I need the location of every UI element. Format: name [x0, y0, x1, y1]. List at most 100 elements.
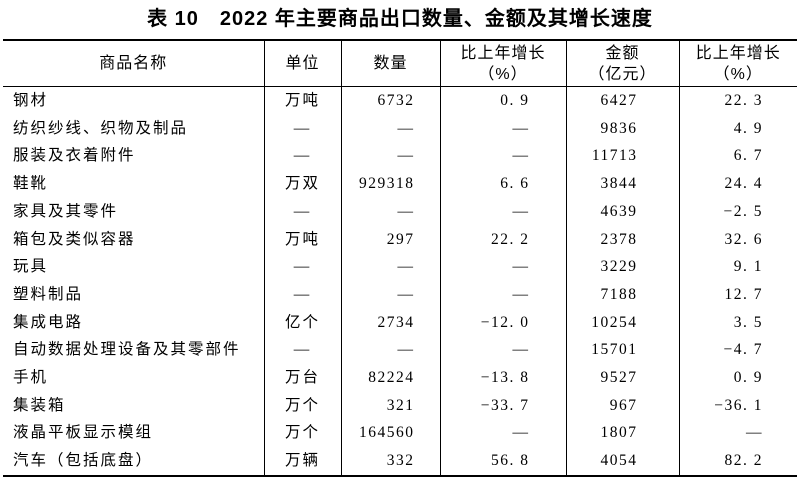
- cell-quantity-growth: −12. 0: [439, 308, 566, 337]
- cell-unit: —: [263, 114, 341, 143]
- cell-quantity-growth: —: [439, 197, 566, 226]
- cell-quantity-growth: −33. 7: [439, 391, 566, 420]
- cell-unit: 万辆: [263, 447, 341, 476]
- cell-amount: 10254: [565, 308, 679, 337]
- cell-unit: —: [263, 280, 341, 309]
- cell-quantity-growth: —: [439, 114, 566, 143]
- cell-quantity-growth: —: [439, 419, 566, 448]
- cell-unit: —: [263, 197, 341, 226]
- cell-unit: —: [263, 336, 341, 365]
- cell-quantity-growth: 0. 9: [439, 86, 566, 115]
- cell-quantity: 929318: [340, 170, 440, 198]
- table-row: 自动数据处理设备及其零部件 — — — 15701 −4. 7: [3, 336, 797, 365]
- table-row: 塑料制品 — — — 7188 12. 7: [3, 280, 797, 309]
- cell-quantity: 297: [340, 225, 440, 254]
- cell-quantity-growth: 22. 2: [439, 225, 566, 254]
- cell-amount: 7188: [565, 280, 679, 309]
- header-commodity-name: 商品名称: [3, 40, 264, 87]
- header-row: 商品名称 单位 数量 比上年增长 （%） 金额 （亿元） 比上年增长 （%）: [3, 40, 797, 87]
- cell-quantity-growth: —: [439, 280, 566, 309]
- cell-amount-growth: 32. 6: [678, 225, 797, 254]
- header-unit: 单位: [263, 40, 341, 87]
- cell-quantity: —: [340, 114, 440, 143]
- cell-quantity: —: [340, 280, 440, 309]
- cell-quantity: 6732: [340, 86, 440, 115]
- cell-quantity-growth: —: [439, 142, 566, 171]
- table-row: 集装箱 万个 321 −33. 7 967 −36. 1: [3, 391, 797, 420]
- table-row: 家具及其零件 — — — 4639 −2. 5: [3, 197, 797, 226]
- cell-unit: 万台: [263, 364, 341, 392]
- cell-unit: 万个: [263, 419, 341, 448]
- header-amount-growth: 比上年增长 （%）: [678, 40, 797, 87]
- table-row: 集成电路 亿个 2734 −12. 0 10254 3. 5: [3, 308, 797, 337]
- cell-commodity-name: 自动数据处理设备及其零部件: [13, 341, 241, 359]
- cell-amount-growth: 6. 7: [678, 142, 797, 171]
- cell-amount-growth: 3. 5: [678, 308, 797, 337]
- cell-amount-growth: 12. 7: [678, 280, 797, 309]
- cell-quantity-growth: 56. 8: [439, 447, 566, 476]
- cell-amount: 4054: [565, 447, 679, 476]
- cell-commodity-name: 纺织纱线、织物及制品: [13, 119, 189, 137]
- header-quantity: 数量: [340, 40, 440, 87]
- header-amount: 金额 （亿元）: [565, 40, 679, 87]
- cell-unit: —: [263, 253, 341, 281]
- table-row: 液晶平板显示模组 万个 164560 — 1807 —: [3, 419, 797, 448]
- cell-amount: 6427: [565, 86, 679, 115]
- cell-amount-growth: −36. 1: [678, 391, 797, 420]
- cell-amount-growth: 9. 1: [678, 253, 797, 281]
- table-title: 表 10 2022 年主要商品出口数量、金额及其增长速度: [147, 8, 653, 30]
- table-row: 服装及衣着附件 — — — 11713 6. 7: [3, 142, 797, 171]
- cell-amount-growth: 4. 9: [678, 114, 797, 143]
- header-quantity-growth: 比上年增长 （%）: [439, 40, 566, 87]
- cell-unit: 万吨: [263, 225, 341, 254]
- cell-amount: 15701: [565, 336, 679, 365]
- table-row: 手机 万台 82224 −13. 8 9527 0. 9: [3, 364, 797, 392]
- table-row: 鞋靴 万双 929318 6. 6 3844 24. 4: [3, 170, 797, 198]
- cell-amount-growth: 24. 4: [678, 170, 797, 198]
- cell-unit: 万个: [263, 391, 341, 420]
- cell-quantity: —: [340, 253, 440, 281]
- cell-commodity-name: 集成电路: [13, 313, 84, 331]
- cell-amount: 9527: [565, 364, 679, 392]
- cell-amount: 11713: [565, 142, 679, 171]
- cell-quantity-growth: −13. 8: [439, 364, 566, 392]
- cell-commodity-name: 汽车（包括底盘）: [13, 452, 154, 470]
- cell-unit: 万双: [263, 170, 341, 198]
- cell-quantity: 2734: [340, 308, 440, 337]
- cell-unit: —: [263, 142, 341, 171]
- cell-commodity-name: 鞋靴: [13, 175, 49, 193]
- cell-amount: 3844: [565, 170, 679, 198]
- cell-amount-growth: 0. 9: [678, 364, 797, 392]
- cell-commodity-name: 塑料制品: [13, 285, 84, 303]
- cell-commodity-name: 手机: [13, 369, 49, 387]
- cell-quantity-growth: —: [439, 336, 566, 365]
- table-row: 玩具 — — — 3229 9. 1: [3, 253, 797, 281]
- cell-amount: 3229: [565, 253, 679, 281]
- cell-quantity: —: [340, 197, 440, 226]
- table-row: 钢材 万吨 6732 0. 9 6427 22. 3: [3, 86, 797, 115]
- cell-quantity: 164560: [340, 419, 440, 448]
- cell-unit: 亿个: [263, 308, 341, 337]
- cell-commodity-name: 集装箱: [13, 396, 66, 414]
- export-commodity-table: 商品名称 单位 数量 比上年增长 （%） 金额 （亿元） 比上年增长 （%） 钢材 万…: [3, 39, 797, 477]
- cell-amount: 9836: [565, 114, 679, 143]
- table-header: 商品名称 单位 数量 比上年增长 （%） 金额 （亿元） 比上年增长 （%）: [3, 40, 797, 87]
- cell-amount-growth: −2. 5: [678, 197, 797, 226]
- cell-quantity-growth: —: [439, 253, 566, 281]
- cell-amount-growth: —: [678, 419, 797, 448]
- cell-amount-growth: 82. 2: [678, 447, 797, 476]
- cell-amount-growth: 22. 3: [678, 86, 797, 115]
- cell-commodity-name: 钢材: [13, 92, 49, 109]
- cell-amount-growth: −4. 7: [678, 336, 797, 365]
- cell-commodity-name: 服装及衣着附件: [13, 147, 136, 165]
- cell-quantity: —: [340, 142, 440, 171]
- table-body: 钢材 万吨 6732 0. 9 6427 22. 3 纺织纱线、织物及制品 — …: [3, 86, 797, 476]
- cell-amount: 4639: [565, 197, 679, 226]
- cell-amount: 2378: [565, 225, 679, 254]
- cell-commodity-name: 家具及其零件: [13, 202, 119, 220]
- cell-quantity-growth: 6. 6: [439, 170, 566, 198]
- cell-amount: 967: [565, 391, 679, 420]
- cell-quantity: —: [340, 336, 440, 365]
- cell-quantity: 321: [340, 391, 440, 420]
